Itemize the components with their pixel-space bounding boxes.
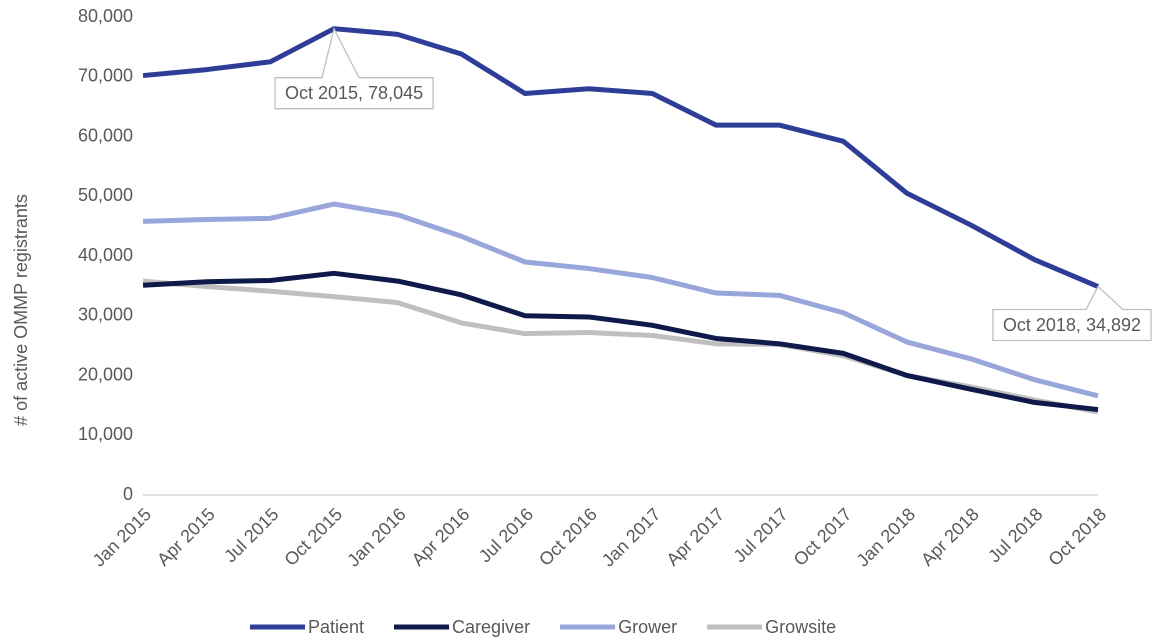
y-tick-label: 60,000	[78, 125, 133, 145]
legend-label: Patient	[308, 617, 364, 637]
x-tick-label: Jul 2016	[475, 504, 537, 566]
series-line	[142, 278, 1099, 415]
x-tick-label: Jan 2018	[853, 504, 920, 571]
y-tick-label: 50,000	[78, 185, 133, 205]
x-tick-label: Oct 2015	[280, 504, 346, 570]
callout-box	[274, 26, 434, 110]
y-tick-label: 70,000	[78, 66, 133, 86]
x-tick-label: Jul 2015	[220, 504, 282, 566]
x-tick-label: Jul 2018	[984, 504, 1046, 566]
y-tick-label: 40,000	[78, 245, 133, 265]
data-label: Oct 2015, 78,045	[285, 83, 423, 103]
x-tick-label: Jan 2016	[343, 504, 410, 571]
x-tick-label: Apr 2018	[917, 504, 983, 570]
y-tick-label: 0	[123, 484, 133, 504]
y-tick-label: 30,000	[78, 305, 133, 325]
x-tick-label: Oct 2016	[535, 504, 601, 570]
x-tick-label: Apr 2015	[153, 504, 219, 570]
y-tick-label: 10,000	[78, 424, 133, 444]
x-tick-label: Jan 2015	[89, 504, 156, 571]
x-tick-label: Apr 2016	[408, 504, 474, 570]
x-tick-label: Oct 2018	[1044, 504, 1110, 570]
legend-label: Caregiver	[452, 617, 530, 637]
x-tick-label: Jan 2017	[598, 504, 665, 571]
legend-label: Growsite	[765, 617, 836, 637]
series-line	[142, 26, 1099, 289]
y-tick-label: 20,000	[78, 364, 133, 384]
legend-label: Grower	[618, 617, 677, 637]
x-tick-label: Oct 2017	[790, 504, 856, 570]
callout-box	[992, 285, 1152, 342]
x-tick-label: Jul 2017	[730, 504, 792, 566]
data-label: Oct 2018, 34,892	[1003, 315, 1141, 335]
series-line	[142, 270, 1099, 413]
y-axis-label: # of active OMMP registrants	[11, 194, 31, 426]
series-line	[142, 201, 1099, 399]
y-tick-label: 80,000	[78, 6, 133, 26]
x-tick-label: Apr 2017	[662, 504, 728, 570]
